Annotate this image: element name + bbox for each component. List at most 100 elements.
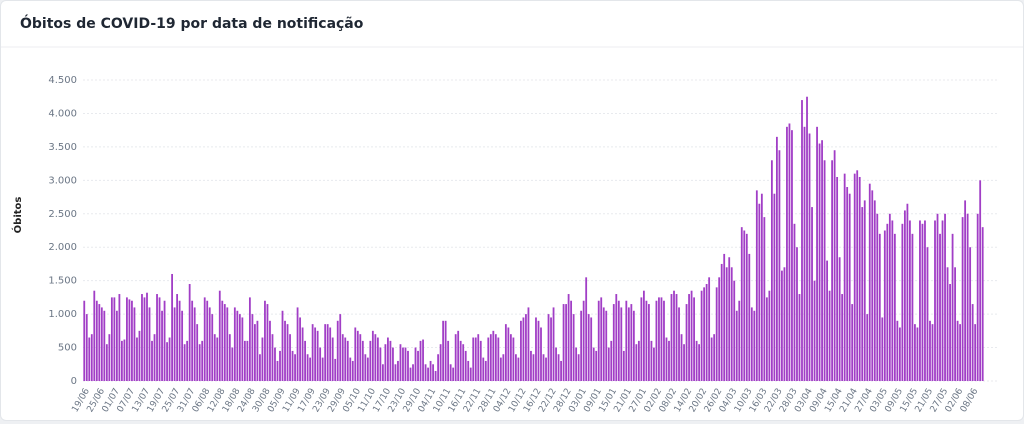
bar: [399, 344, 402, 381]
bar: [306, 354, 309, 381]
bar: [786, 126, 788, 381]
bar: [153, 334, 156, 381]
bar: [944, 213, 946, 381]
bar: [256, 320, 259, 381]
bar: [213, 334, 216, 381]
bar: [168, 337, 171, 381]
bar: [512, 337, 515, 381]
bar: [898, 327, 901, 381]
bar: [730, 267, 733, 381]
bar: [166, 342, 168, 381]
bar: [610, 340, 613, 381]
bar: [356, 330, 359, 381]
bar: [417, 350, 419, 381]
bar: [228, 334, 231, 381]
bar: [100, 307, 103, 381]
bar: [881, 317, 884, 381]
bar: [640, 297, 643, 381]
bar: [665, 337, 668, 381]
bar: [394, 364, 397, 381]
bar: [612, 304, 615, 381]
y-tick-label: 4.000: [48, 108, 77, 119]
bar: [760, 193, 763, 381]
bar: [645, 300, 648, 381]
bar: [911, 233, 914, 381]
bar: [693, 297, 695, 381]
bar: [763, 217, 766, 381]
bar: [562, 304, 565, 381]
bar: [680, 334, 683, 381]
bar: [806, 96, 808, 381]
bar: [733, 280, 736, 381]
bar: [876, 213, 879, 381]
bar: [238, 314, 241, 381]
bar: [931, 324, 934, 381]
bar: [542, 354, 545, 381]
bar: [173, 307, 176, 381]
bar: [675, 294, 678, 381]
bar: [158, 297, 161, 381]
bar: [826, 260, 828, 381]
bar: [708, 277, 711, 381]
bar: [492, 330, 495, 381]
bar: [653, 347, 655, 381]
bar: [321, 357, 324, 381]
bar: [577, 354, 580, 381]
bar: [364, 354, 367, 381]
bar: [83, 300, 86, 381]
bar: [88, 337, 91, 381]
bar: [422, 339, 424, 381]
bar: [710, 337, 713, 381]
bar: [567, 294, 570, 381]
bar: [296, 307, 299, 381]
bar: [233, 307, 236, 381]
bar: [695, 340, 698, 381]
bar: [467, 360, 470, 381]
bar: [525, 314, 527, 381]
bar: [261, 337, 264, 381]
bar: [981, 227, 984, 381]
bar: [961, 217, 964, 381]
bar: [788, 123, 791, 381]
bar: [271, 334, 274, 381]
bar: [427, 367, 429, 381]
bar: [545, 357, 547, 381]
bar: [442, 320, 445, 381]
bar: [914, 324, 916, 381]
bar: [673, 290, 675, 381]
bar: [90, 334, 93, 381]
bar: [883, 230, 886, 381]
bar: [246, 340, 249, 381]
bar: [105, 344, 108, 381]
bar: [663, 300, 665, 381]
bar: [909, 220, 911, 381]
bar: [424, 364, 427, 381]
bar: [266, 304, 269, 381]
bar: [690, 290, 693, 381]
bar: [259, 354, 261, 381]
bar: [163, 300, 166, 381]
bar: [236, 310, 239, 381]
bar: [939, 233, 941, 381]
bar: [351, 360, 354, 381]
bar: [648, 304, 650, 381]
bar: [891, 220, 894, 381]
bar: [856, 170, 859, 381]
bar: [921, 223, 924, 381]
bar: [198, 344, 201, 381]
bar: [575, 347, 578, 381]
bar: [387, 337, 389, 381]
bar: [281, 310, 284, 381]
bar: [366, 357, 369, 381]
bar: [979, 180, 982, 381]
bar: [683, 344, 685, 381]
bar: [718, 277, 721, 381]
bar: [103, 310, 106, 381]
bar: [926, 247, 929, 381]
bar: [793, 223, 796, 381]
bar: [560, 360, 562, 381]
bar: [326, 324, 329, 381]
bar: [778, 150, 781, 381]
